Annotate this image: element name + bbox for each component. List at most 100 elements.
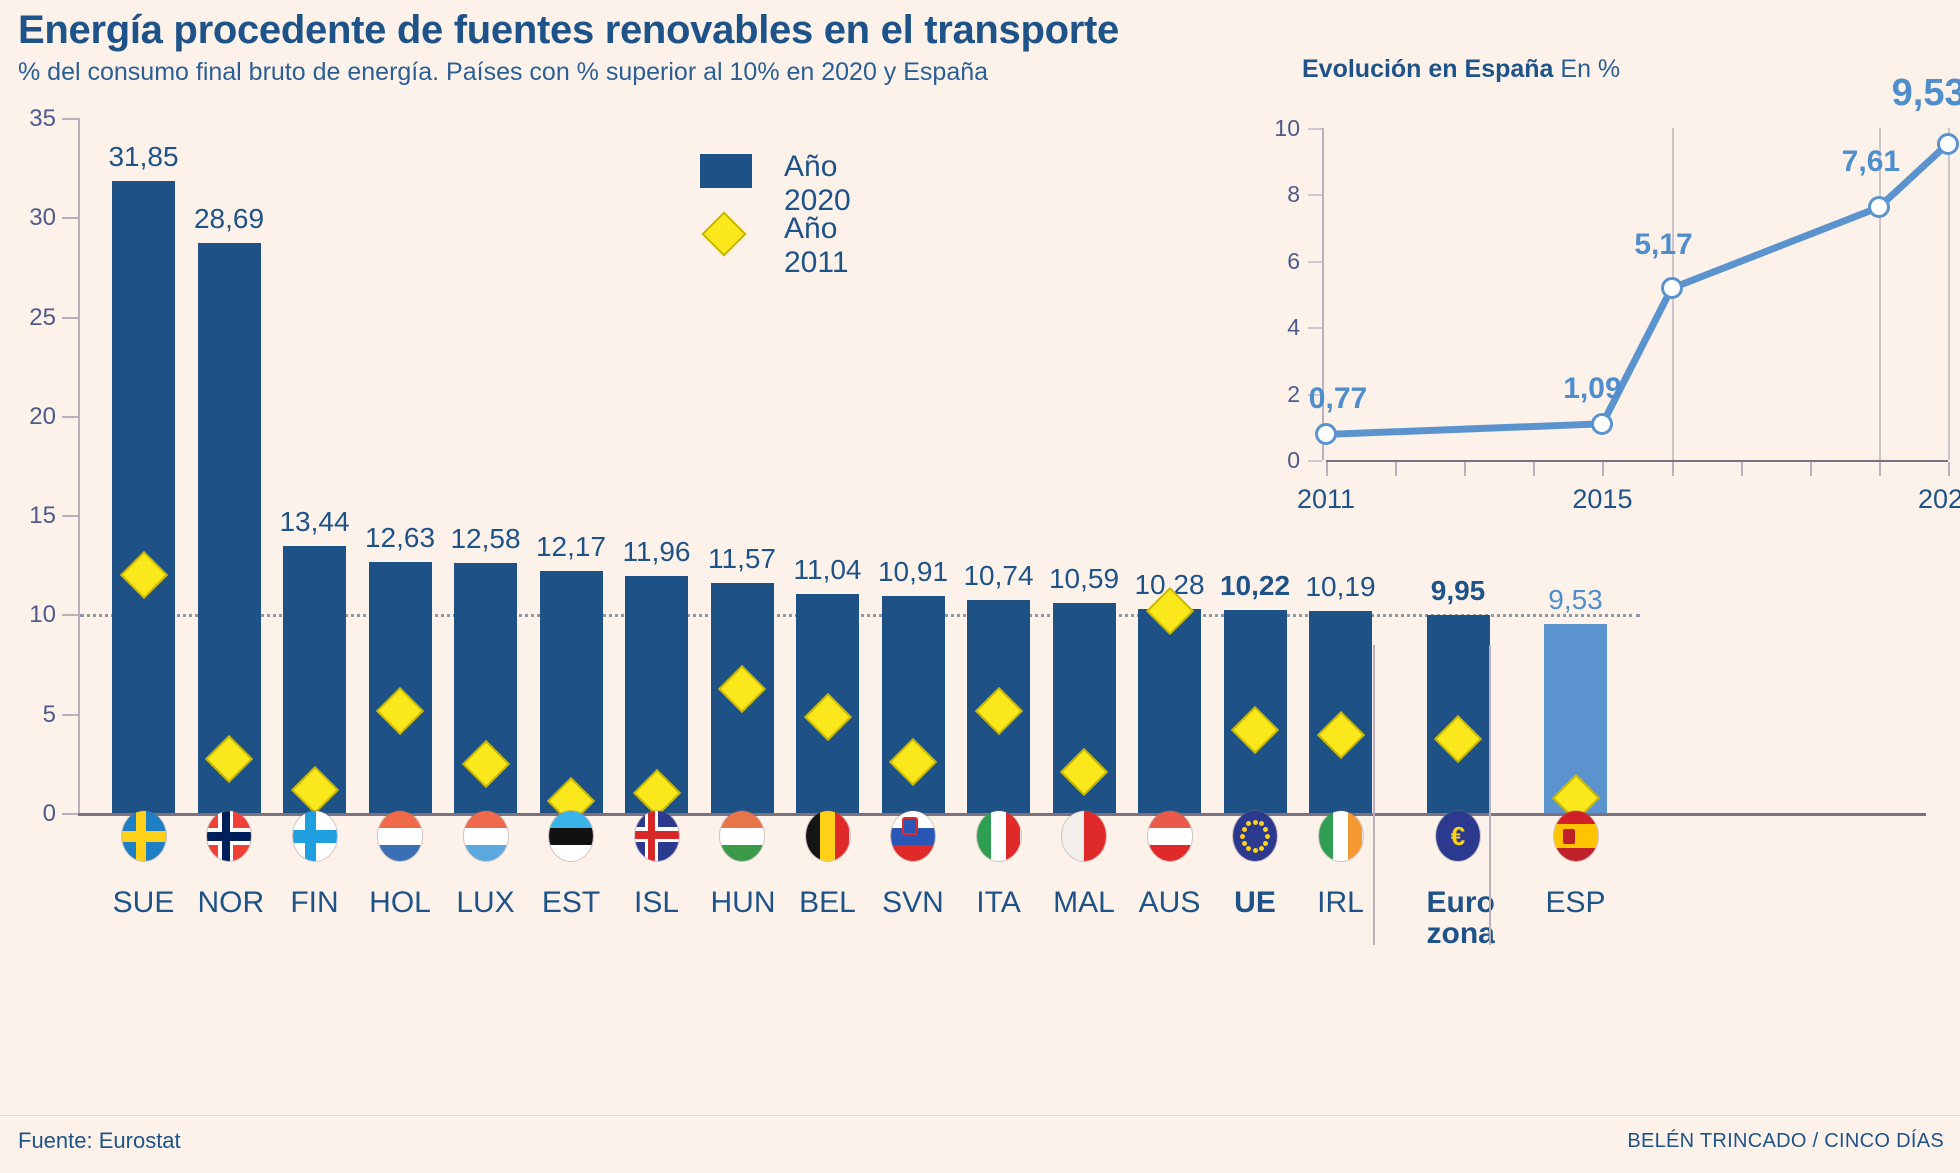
mini-x-axis-tick: [1740, 462, 1743, 476]
flag-pin: [1053, 811, 1116, 866]
bar-value-label: 13,44: [279, 506, 350, 538]
flag-icon-slovenia: [891, 811, 935, 861]
mini-x-axis-tick: [1533, 462, 1536, 476]
mini-x-axis-tick: [1602, 462, 1605, 476]
page-title: Energía procedente de fuentes renovables…: [18, 8, 1120, 52]
bar-value-label: 10,19: [1305, 570, 1376, 602]
bar-swatch-icon: [700, 154, 752, 188]
bar[interactable]: [539, 571, 603, 813]
y-axis-tick-label: 35: [29, 105, 56, 132]
y-axis-tick-label: 10: [29, 601, 56, 629]
mini-data-point[interactable]: [1937, 132, 1959, 155]
flag-icon-netherlands: [378, 811, 422, 861]
flag-pin: [1544, 811, 1607, 866]
y-axis-line: [78, 118, 80, 813]
flag-pin: [711, 811, 774, 866]
y-axis-tick-label: 15: [29, 502, 56, 530]
mini-x-axis-tick: [1878, 462, 1881, 476]
mini-chart-title: Evolución en España En %: [1302, 55, 1620, 84]
bar[interactable]: [1426, 615, 1490, 813]
mini-data-point[interactable]: [1867, 196, 1890, 219]
bar-value-label: 10,59: [1048, 562, 1120, 594]
y-axis-tick: [62, 614, 78, 617]
section-separator: [1488, 645, 1491, 945]
bar-group[interactable]: 11,04 BEL: [794, 105, 862, 918]
mini-x-axis-tick: [1809, 462, 1812, 476]
bar-group[interactable]: 11,57 HUN: [708, 105, 776, 918]
mini-gridline: [1948, 128, 1950, 460]
bar-group[interactable]: 9,53 ESP: [1544, 105, 1607, 918]
x-axis-category-label: ISL: [633, 886, 680, 919]
bar-group[interactable]: 12,58 LUX: [450, 105, 520, 918]
bar[interactable]: [1138, 608, 1201, 813]
bar-group[interactable]: 12,63 HOL: [365, 105, 435, 918]
mini-gridline: [1878, 128, 1881, 460]
mini-x-axis-tick-label: 2015: [1572, 484, 1633, 514]
bar-group[interactable]: 31,85 SUE: [108, 105, 178, 919]
mini-x-axis-tick: [1326, 462, 1328, 476]
flag-icon-finland: [292, 811, 337, 861]
bar-group[interactable]: 13,44 FIN: [279, 105, 349, 918]
bar-value-label: 12,58: [450, 523, 521, 555]
flag-pin: €: [1427, 811, 1490, 866]
reference-line-10: [80, 614, 1640, 618]
mini-y-axis-tick: [1308, 393, 1322, 396]
mini-x-axis-tick: [1671, 462, 1674, 476]
mini-chart-title-unit: En %: [1553, 55, 1621, 83]
bar[interactable]: [112, 180, 175, 813]
bar-group[interactable]: 11,96 ISL: [623, 105, 691, 919]
x-axis-category-label: IRL: [1317, 886, 1364, 919]
bar[interactable]: [197, 243, 261, 813]
bar-group[interactable]: 10,74 ITA: [963, 105, 1033, 918]
flag-pin: [454, 811, 517, 866]
bar-value-label: 11,04: [793, 553, 862, 585]
bar-group[interactable]: 10,28 AUS: [1134, 105, 1204, 918]
mini-data-label: 7,61: [1841, 145, 1901, 179]
bar-value-label: 11,96: [622, 535, 691, 567]
bar-group[interactable]: 10,91 SVN: [878, 105, 948, 918]
mini-y-axis-tick-label: 4: [1287, 314, 1300, 341]
mini-y-axis-tick: [1308, 260, 1322, 263]
bar-group[interactable]: 28,69 NOR: [194, 105, 264, 918]
mini-x-axis-tick: [1395, 462, 1398, 476]
mini-x-axis-tick-label: 2011: [1296, 484, 1356, 514]
mini-y-axis-line: [1322, 128, 1324, 460]
y-axis-tick: [62, 813, 78, 815]
mini-data-point[interactable]: [1315, 423, 1337, 446]
flag-pin: [112, 811, 175, 866]
flag-icon-luxembourg: [463, 811, 508, 861]
bar-value-label: 31,85: [108, 140, 179, 172]
flag-pin: [967, 811, 1030, 866]
mini-data-label: 9,53%: [1891, 71, 1960, 114]
y-axis-tick: [62, 415, 78, 418]
mini-data-point[interactable]: [1591, 412, 1614, 435]
mini-data-point[interactable]: [1660, 277, 1683, 300]
mini-data-label: 1,09: [1563, 371, 1622, 405]
y-axis-tick: [62, 217, 78, 220]
y-axis-tick: [62, 713, 78, 716]
mini-x-axis-tick-label: 2020: [1917, 484, 1960, 514]
credit-note: BELÉN TRINCADO / CINCO DÍAS: [1627, 1130, 1944, 1152]
bar-group[interactable]: 9,95 € Euro zona: [1426, 105, 1495, 949]
bar-value-label: 9,53: [1548, 583, 1603, 615]
x-axis-category-label: MAL: [1053, 886, 1115, 919]
mini-x-axis-line: [1326, 460, 1948, 462]
bar-value-label: 10,22: [1219, 570, 1291, 602]
flag-pin: [796, 811, 859, 866]
flag-icon-ireland: [1318, 811, 1363, 861]
bar-group[interactable]: 10,19 IRL: [1305, 105, 1375, 919]
x-axis-category-label: HUN: [710, 886, 776, 919]
x-axis-category-label: EST: [541, 886, 601, 919]
y-axis-tick-label: 20: [29, 402, 56, 430]
bar-group[interactable]: 10,22 UE: [1220, 105, 1290, 918]
bar-value-label: 10,74: [963, 559, 1034, 591]
flag-icon-spain: [1553, 811, 1598, 861]
flag-icon-austria: [1147, 811, 1192, 861]
y-axis-tick-label: 25: [29, 303, 56, 331]
y-axis-tick-label: 5: [42, 700, 56, 728]
bar-group[interactable]: 10,59 MAL: [1049, 105, 1119, 918]
bar-value-label: 28,69: [193, 203, 265, 235]
x-axis-category-label: NOR: [197, 886, 265, 919]
bar-group[interactable]: 12,17 EST: [536, 105, 606, 918]
